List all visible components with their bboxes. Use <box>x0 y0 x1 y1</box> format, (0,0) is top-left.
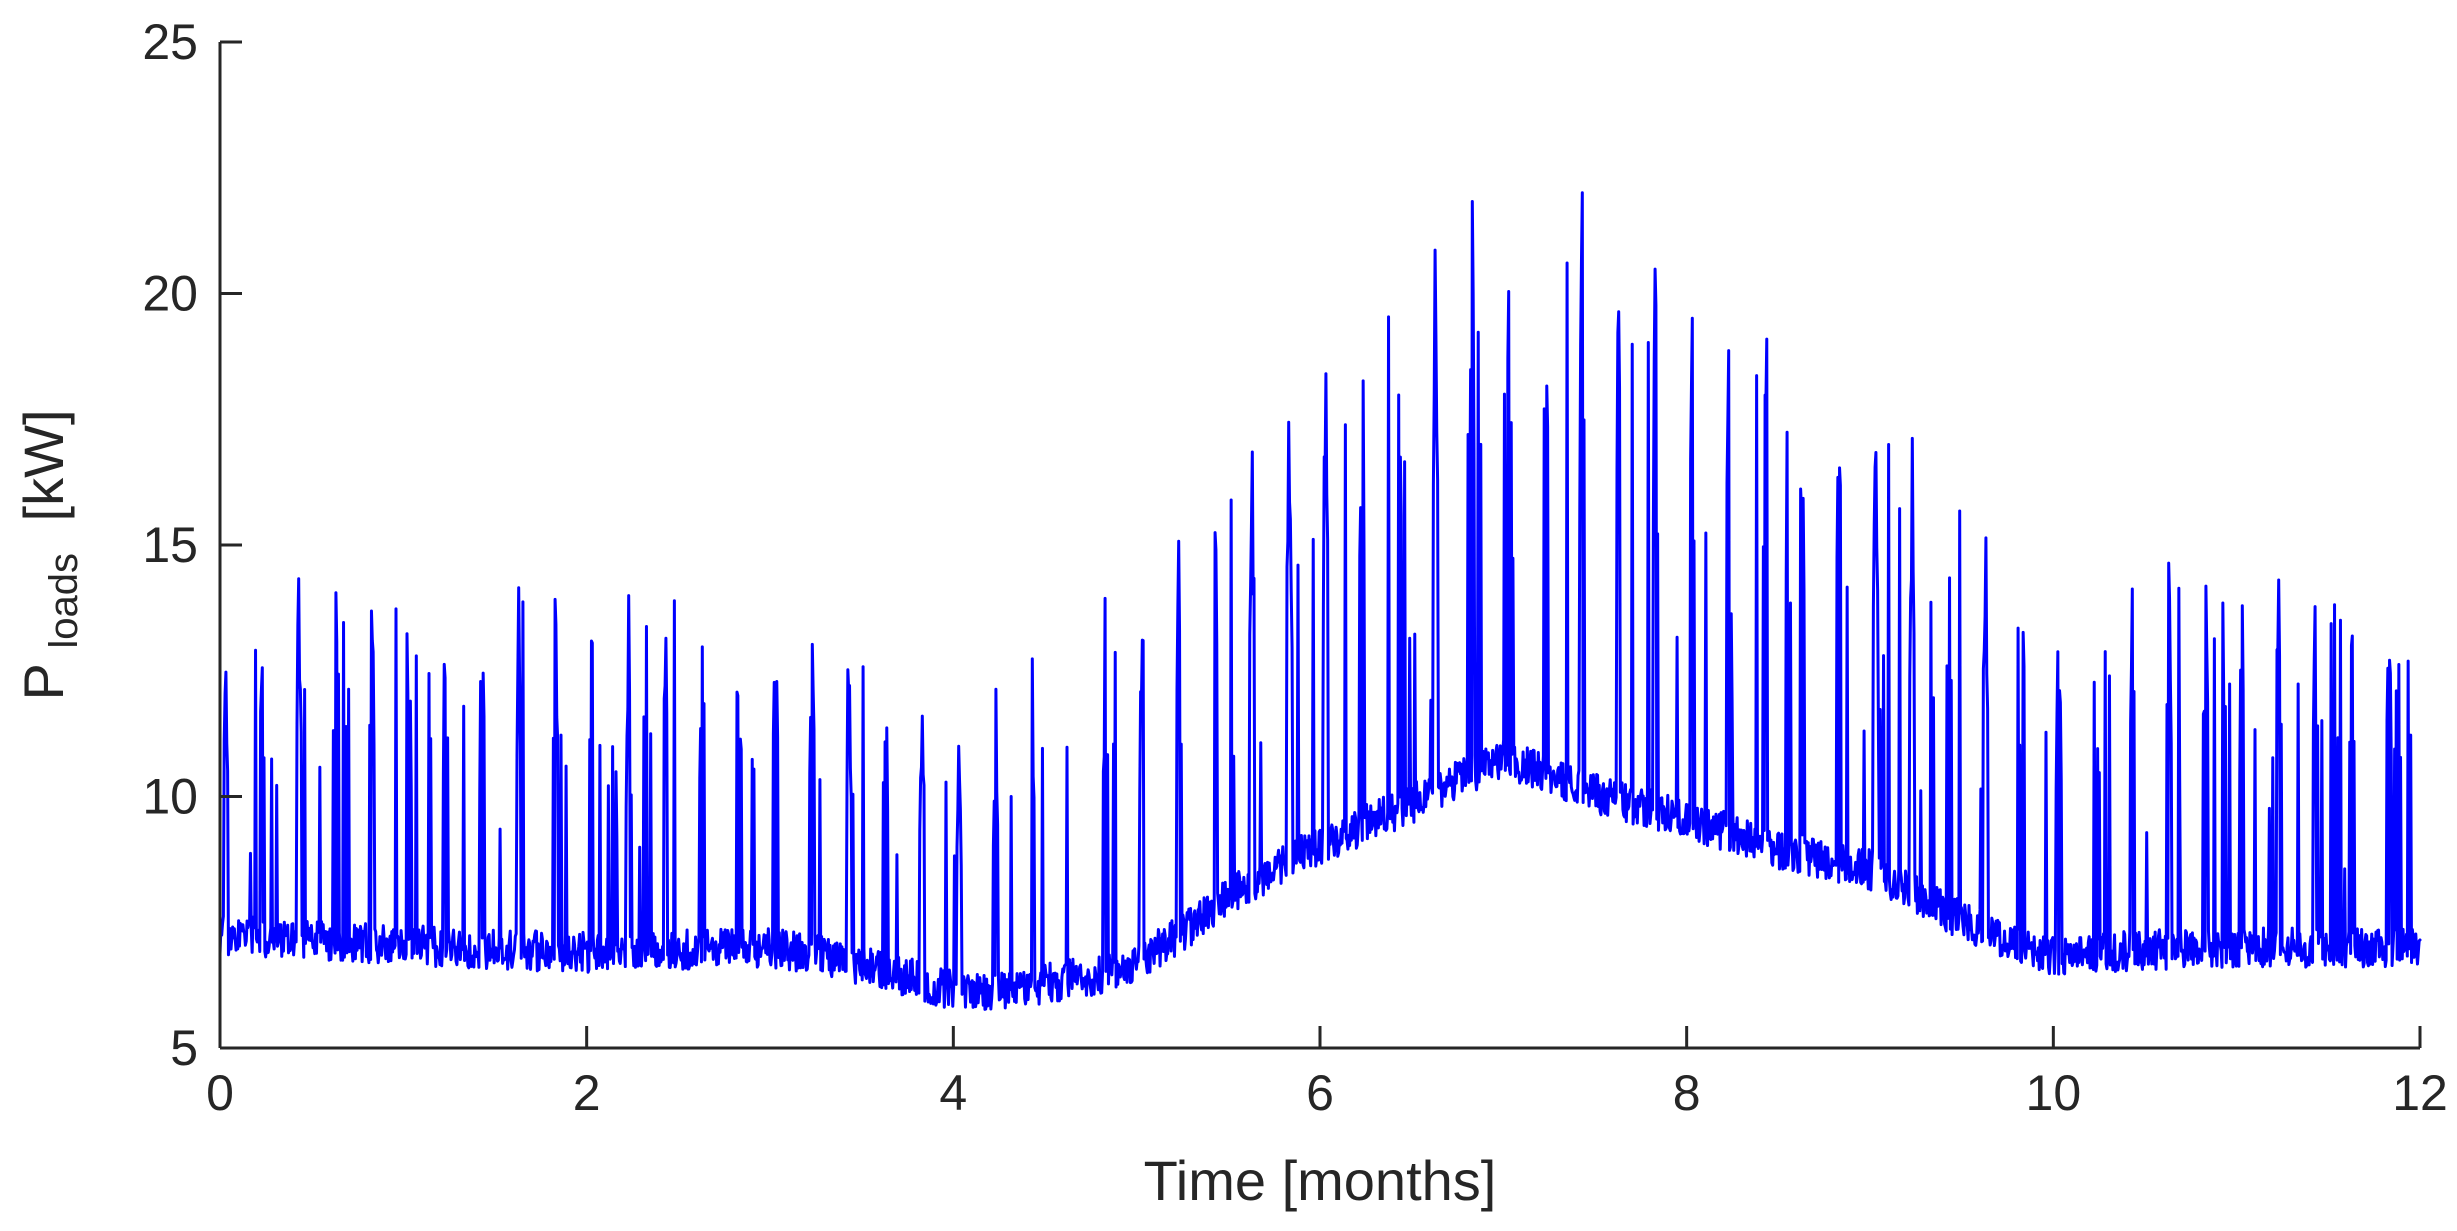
x-tick-label: 0 <box>206 1065 234 1121</box>
load-power-series-line <box>218 191 2422 1011</box>
y-tick-label: 5 <box>170 1020 198 1076</box>
plot-area <box>218 191 2422 1011</box>
y-tick-label: 10 <box>142 769 198 825</box>
x-axis-title: Time [months] <box>1144 1149 1497 1212</box>
x-tick-label: 6 <box>1306 1065 1334 1121</box>
y-axis-title: P loads [kW] <box>12 409 89 700</box>
x-tick-label: 12 <box>2392 1065 2448 1121</box>
x-tick-label: 4 <box>939 1065 967 1121</box>
y-axis-title-unit: [kW] <box>12 409 75 521</box>
y-tick-label: 25 <box>142 14 198 70</box>
x-tick-label: 2 <box>573 1065 601 1121</box>
axes: 0 2 4 6 8 10 12 5 10 15 20 25 <box>142 14 2447 1121</box>
x-tick-label: 10 <box>2026 1065 2082 1121</box>
y-tick-label: 20 <box>142 266 198 322</box>
y-tick-label: 15 <box>142 517 198 573</box>
x-tick-label: 8 <box>1673 1065 1701 1121</box>
y-axis-title-subscript: loads <box>42 553 86 649</box>
y-axis-title-main: P <box>12 664 75 700</box>
